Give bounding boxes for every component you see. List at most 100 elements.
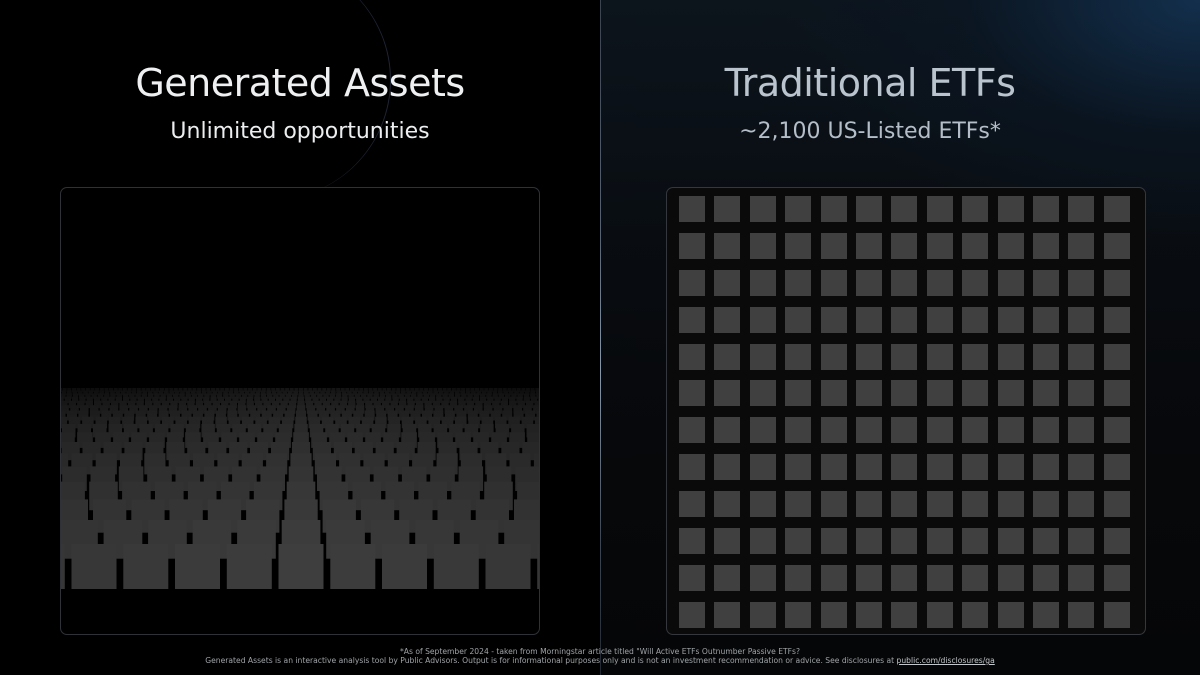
asset-tile <box>61 544 65 589</box>
etf-tile-grid <box>679 196 1130 628</box>
etf-tile <box>679 380 705 407</box>
etf-tile <box>1032 564 1059 591</box>
center-divider <box>600 0 601 675</box>
etf-tile <box>1068 454 1095 481</box>
etf-tile <box>1032 343 1059 370</box>
etf-tile <box>962 380 989 407</box>
etf-tile <box>997 196 1024 222</box>
etf-tile <box>714 454 741 481</box>
etf-tile <box>679 343 705 370</box>
etf-tile <box>926 564 953 591</box>
traditional-etfs-panel <box>666 187 1146 635</box>
etf-tile <box>679 564 705 591</box>
etf-tile <box>749 491 776 518</box>
etf-tile <box>926 232 953 259</box>
etf-tile <box>820 491 847 518</box>
etf-tile <box>1032 232 1059 259</box>
etf-tile <box>997 454 1024 481</box>
etf-tile <box>1068 564 1095 591</box>
etf-tile <box>785 417 812 444</box>
etf-tile <box>785 306 812 333</box>
etf-tile <box>679 528 705 555</box>
etf-tile <box>1103 196 1130 222</box>
etf-tile <box>1068 380 1095 407</box>
etf-tile <box>1103 491 1130 518</box>
etf-tile <box>997 417 1024 444</box>
etf-tile <box>891 269 918 296</box>
etf-tile <box>714 528 741 555</box>
etf-tile <box>855 269 882 296</box>
asset-tile <box>485 544 531 589</box>
etf-tile <box>1103 269 1130 296</box>
etf-tile <box>1068 417 1095 444</box>
etf-tile <box>714 196 741 222</box>
etf-tile <box>997 601 1024 628</box>
etf-tile <box>785 196 812 222</box>
footnote-disclaimer-text: Generated Assets is an interactive analy… <box>205 656 897 665</box>
etf-tile <box>820 196 847 222</box>
etf-tile <box>855 232 882 259</box>
etf-tile <box>1103 306 1130 333</box>
etf-tile <box>926 491 953 518</box>
asset-tile <box>226 544 272 589</box>
etf-tile <box>1032 417 1059 444</box>
etf-tile <box>749 380 776 407</box>
etf-tile <box>679 417 705 444</box>
etf-tile <box>679 232 705 259</box>
etf-tile <box>855 564 882 591</box>
etf-tile <box>1032 269 1059 296</box>
etf-tile <box>820 564 847 591</box>
etf-tile <box>749 343 776 370</box>
etf-tile <box>926 380 953 407</box>
etf-tile <box>1068 528 1095 555</box>
etf-tile <box>891 491 918 518</box>
etf-tile <box>1103 232 1130 259</box>
etf-tile <box>679 306 705 333</box>
etf-tile <box>679 491 705 518</box>
etf-tile <box>1068 269 1095 296</box>
etf-tile <box>962 196 989 222</box>
etf-tile <box>891 601 918 628</box>
etf-tile <box>714 417 741 444</box>
etf-tile <box>785 601 812 628</box>
etf-tile <box>1103 528 1130 555</box>
etf-tile <box>855 196 882 222</box>
asset-tile <box>175 544 220 589</box>
etf-tile <box>785 380 812 407</box>
etf-tile <box>749 417 776 444</box>
etf-tile <box>749 196 776 222</box>
etf-tile <box>785 454 812 481</box>
generated-assets-subtitle: Unlimited opportunities <box>170 119 430 144</box>
generated-assets-title: Generated Assets <box>135 61 465 105</box>
etf-tile <box>1068 232 1095 259</box>
asset-tile <box>537 544 539 589</box>
etf-tile <box>820 232 847 259</box>
asset-tile <box>527 432 539 448</box>
etf-tile <box>1032 196 1059 222</box>
etf-tile <box>714 306 741 333</box>
generated-assets-panel <box>60 187 540 635</box>
etf-tile <box>891 232 918 259</box>
etf-tile <box>749 269 776 296</box>
etf-tile <box>962 417 989 444</box>
etf-tile <box>785 343 812 370</box>
asset-tile <box>533 453 539 475</box>
etf-tile <box>891 196 918 222</box>
asset-tile <box>330 544 376 589</box>
etf-tile <box>714 601 741 628</box>
etf-tile <box>749 528 776 555</box>
etf-tile <box>891 343 918 370</box>
etf-tile <box>997 232 1024 259</box>
etf-tile <box>1068 306 1095 333</box>
etf-tile <box>749 601 776 628</box>
etf-tile <box>785 528 812 555</box>
etf-tile <box>962 454 989 481</box>
disclosures-link[interactable]: public.com/disclosures/ga <box>896 656 995 665</box>
etf-tile <box>679 196 705 222</box>
etf-tile <box>714 232 741 259</box>
etf-tile <box>749 232 776 259</box>
etf-tile <box>855 306 882 333</box>
etf-tile <box>820 306 847 333</box>
etf-tile <box>926 269 953 296</box>
etf-tile <box>1032 454 1059 481</box>
